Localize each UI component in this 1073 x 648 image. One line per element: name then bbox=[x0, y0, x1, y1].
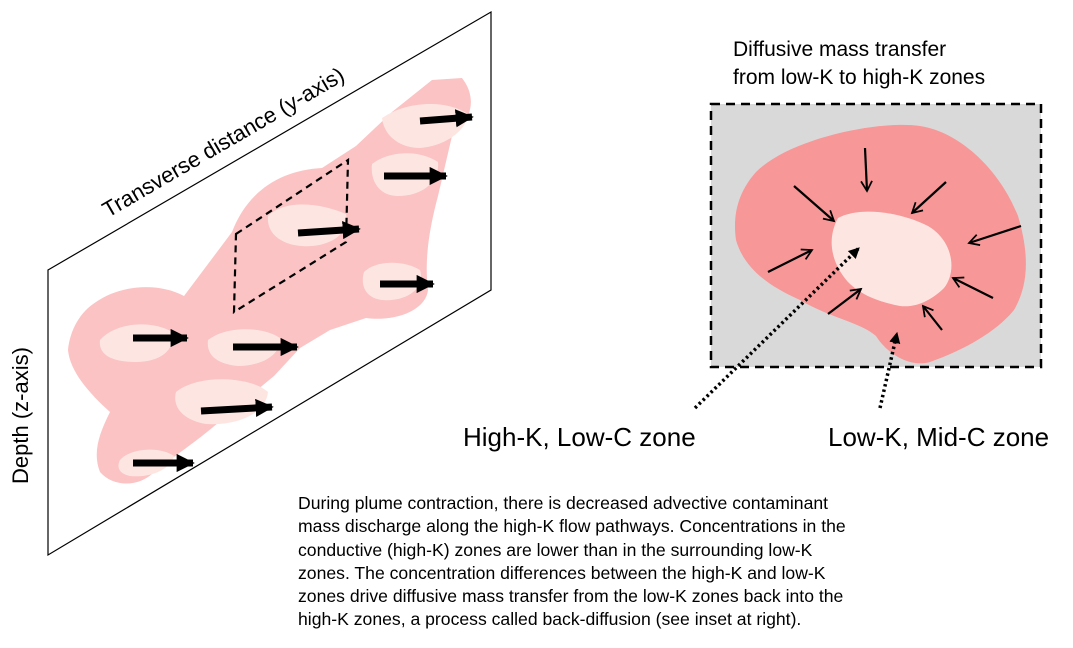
inset-title-line-1: Diffusive mass transfer bbox=[733, 38, 946, 61]
caption-line: conductive (high-K) zones are lower than… bbox=[298, 539, 813, 560]
low-k-zone-label: Low-K, Mid-C zone bbox=[828, 422, 1049, 452]
caption-line: zones drive diffusive mass transfer from… bbox=[298, 586, 844, 607]
high-k-zone bbox=[99, 324, 173, 362]
low-k-leader-arrow bbox=[878, 331, 901, 409]
high-k-zone bbox=[267, 204, 347, 247]
diffusion-arrow bbox=[910, 181, 947, 215]
flow-arrow bbox=[297, 220, 361, 240]
diffusion-arrow bbox=[793, 185, 836, 223]
high-k-zone bbox=[382, 103, 468, 148]
inset-title-line-2: from low-K to high-K zones bbox=[733, 66, 985, 89]
flow-arrow bbox=[200, 398, 274, 418]
diffusion-arrow bbox=[967, 224, 1022, 247]
figure-caption: During plume contraction, there is decre… bbox=[298, 492, 1038, 632]
high-k-zone-label: High-K, Low-C zone bbox=[463, 422, 696, 452]
diffusion-arrow bbox=[951, 276, 994, 299]
diffusion-arrow bbox=[860, 147, 873, 193]
depth-axis-label: Depth (z-axis) bbox=[8, 347, 33, 484]
plume-low-k-region bbox=[68, 78, 471, 484]
caption-line: mass discharge along the high-K flow pat… bbox=[298, 516, 846, 537]
advective-flow-arrows bbox=[133, 109, 474, 473]
caption-line: high-K zones, a process called back-diff… bbox=[298, 609, 802, 630]
diffusion-arrow bbox=[827, 287, 863, 315]
high-k-zone bbox=[175, 379, 268, 425]
caption-line: zones. The concentration differences bet… bbox=[298, 562, 826, 583]
diffusion-arrow bbox=[767, 248, 814, 273]
diffusion-arrows bbox=[767, 147, 1022, 331]
caption-line: During plume contraction, there is decre… bbox=[298, 493, 829, 513]
inset-high-k-zone bbox=[831, 211, 952, 307]
flow-arrow bbox=[419, 109, 474, 128]
diffusion-arrow bbox=[921, 304, 943, 331]
inset-location-outline bbox=[232, 157, 350, 315]
